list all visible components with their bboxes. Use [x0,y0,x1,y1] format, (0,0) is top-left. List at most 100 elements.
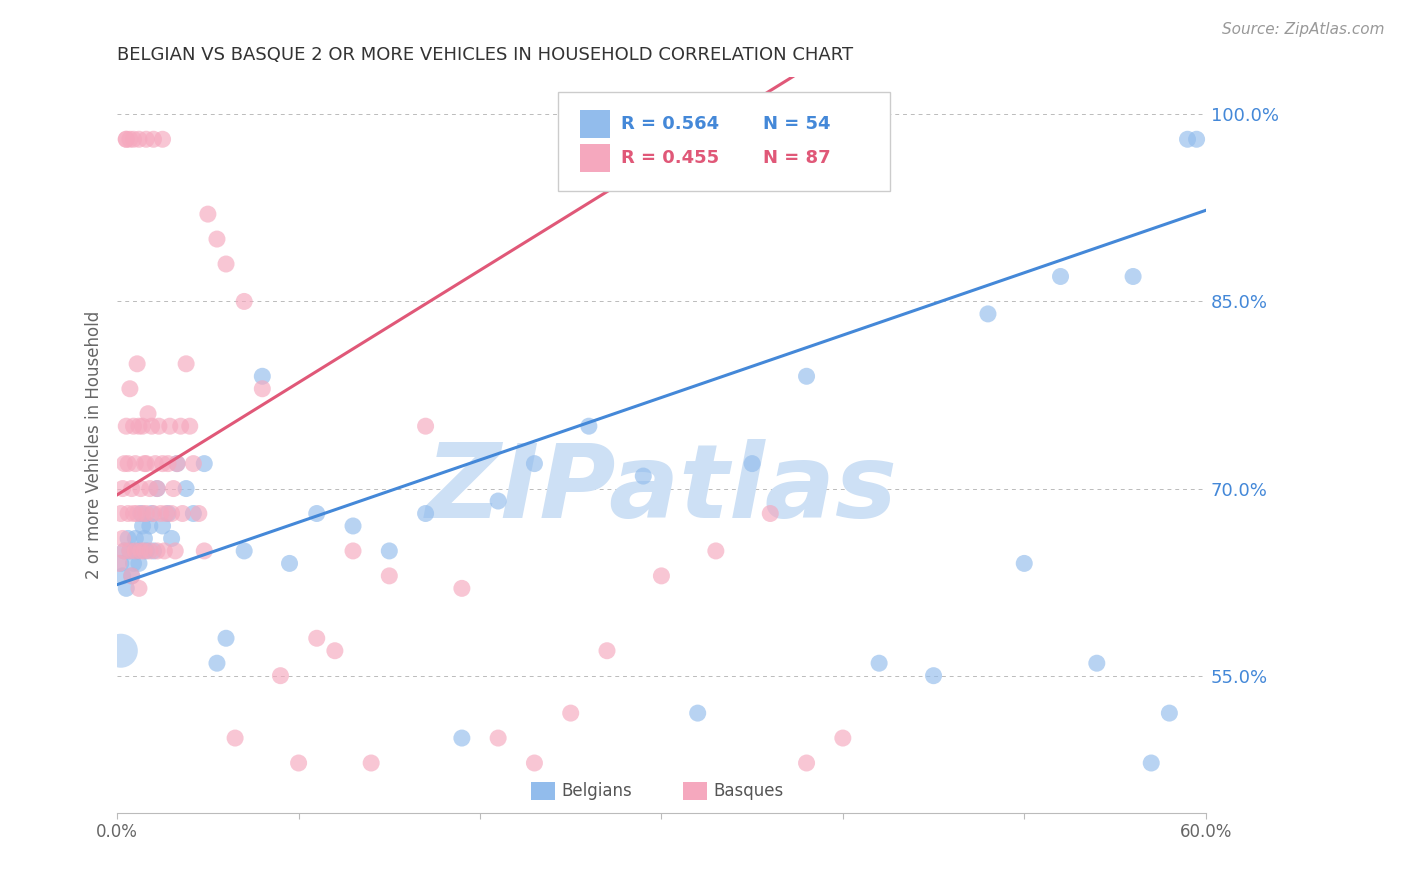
Point [523,457,546,471]
Point [129,507,152,521]
Text: N = 87: N = 87 [762,149,831,167]
Point [170,419,193,434]
Point [305,632,328,646]
Point [115,419,138,434]
Point [704,544,727,558]
FancyBboxPatch shape [558,92,890,191]
Point [831,731,853,745]
Bar [579,144,610,172]
Point [131,519,153,533]
Point [134,532,156,546]
Point [152,519,174,533]
Bar [683,782,707,799]
Point [156,457,179,471]
Point [122,507,145,521]
Point [152,457,174,471]
Point [1140,756,1163,770]
Point [121,569,143,583]
Point [183,457,205,471]
Point [193,457,215,471]
Point [378,544,401,558]
Point [193,544,215,558]
Point [1012,557,1035,571]
Point [160,532,183,546]
Point [134,457,156,471]
Bar [531,782,555,799]
Point [117,507,139,521]
Point [172,507,194,521]
Point [415,507,437,521]
Point [205,232,228,246]
Point [128,582,150,596]
Text: Basques: Basques [714,781,785,800]
Point [129,482,152,496]
Point [124,457,146,471]
Point [114,544,136,558]
Point [135,507,157,521]
Point [139,519,162,533]
Point [486,731,509,745]
Point [108,557,131,571]
Point [141,419,163,434]
Point [127,357,149,371]
Point [135,544,157,558]
Point [252,369,274,384]
Point [155,507,177,521]
Point [174,482,197,496]
Point [129,544,152,558]
Text: Source: ZipAtlas.com: Source: ZipAtlas.com [1222,22,1385,37]
Point [686,706,709,720]
Point [111,482,134,496]
Point [127,544,149,558]
Point [148,419,170,434]
Point [1185,132,1208,146]
Point [342,544,364,558]
Point [215,257,238,271]
Point [187,507,209,521]
Point [759,507,782,521]
Point [323,644,346,658]
Point [118,544,141,558]
Point [523,756,546,770]
Point [134,544,156,558]
Point [139,544,162,558]
Point [131,419,153,434]
Point [142,132,165,146]
Point [146,482,169,496]
Point [451,582,474,596]
Point [269,668,291,682]
Point [796,369,818,384]
Point [305,507,328,521]
Point [122,132,145,146]
Point [118,382,141,396]
Point [197,207,219,221]
Text: R = 0.455: R = 0.455 [621,149,720,167]
Point [135,457,157,471]
Point [115,132,138,146]
Point [142,544,165,558]
Point [118,132,141,146]
Point [451,731,474,745]
Point [111,569,134,583]
Point [165,544,187,558]
Point [166,457,188,471]
Point [360,756,382,770]
Point [278,557,301,571]
Point [146,544,169,558]
Point [128,557,150,571]
Point [121,482,143,496]
Point [124,532,146,546]
Text: Belgians: Belgians [561,781,633,800]
Point [977,307,1000,321]
Point [142,507,165,521]
Point [233,544,256,558]
Point [149,507,172,521]
Point [922,668,945,682]
Point [183,507,205,521]
Point [122,557,145,571]
Bar [579,110,610,138]
Point [117,532,139,546]
Point [560,706,582,720]
Point [110,644,132,658]
Point [114,457,136,471]
